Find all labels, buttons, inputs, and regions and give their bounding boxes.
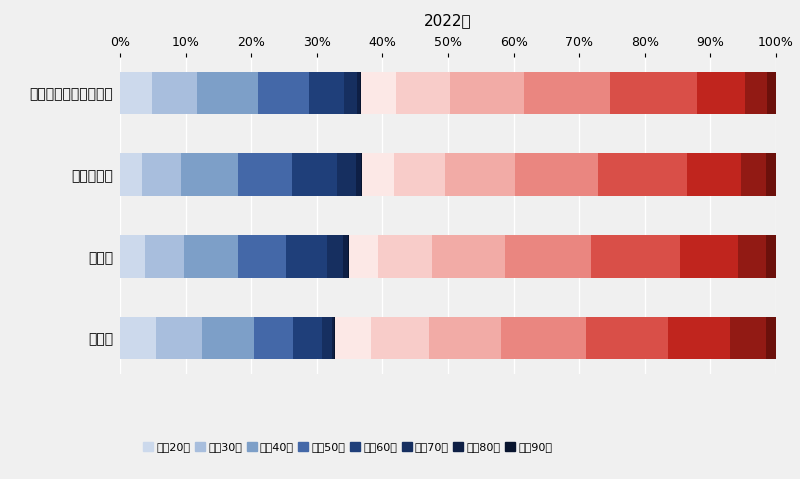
- Bar: [327, 235, 343, 278]
- Bar: [524, 72, 610, 114]
- Bar: [254, 317, 293, 359]
- Bar: [501, 317, 586, 359]
- Bar: [668, 317, 730, 359]
- Bar: [356, 153, 361, 196]
- Bar: [156, 317, 202, 359]
- Bar: [361, 72, 396, 114]
- Bar: [361, 153, 362, 196]
- Bar: [343, 235, 348, 278]
- Bar: [238, 153, 292, 196]
- Bar: [120, 317, 156, 359]
- Bar: [293, 317, 322, 359]
- Bar: [745, 72, 767, 114]
- Bar: [598, 153, 687, 196]
- Bar: [337, 153, 356, 196]
- Bar: [286, 235, 327, 278]
- Bar: [370, 317, 430, 359]
- Bar: [120, 72, 152, 114]
- Bar: [445, 153, 515, 196]
- Bar: [687, 153, 741, 196]
- Bar: [348, 235, 350, 278]
- Bar: [357, 72, 360, 114]
- Bar: [146, 235, 184, 278]
- Bar: [378, 235, 432, 278]
- Bar: [120, 153, 142, 196]
- Bar: [432, 235, 506, 278]
- Bar: [610, 72, 697, 114]
- Bar: [766, 317, 776, 359]
- Bar: [766, 235, 776, 278]
- Bar: [322, 317, 332, 359]
- Bar: [238, 235, 286, 278]
- Bar: [202, 317, 254, 359]
- Bar: [120, 235, 146, 278]
- Bar: [730, 317, 766, 359]
- Bar: [586, 317, 668, 359]
- Bar: [738, 235, 766, 278]
- Bar: [344, 72, 357, 114]
- Bar: [515, 153, 598, 196]
- Bar: [152, 72, 197, 114]
- Bar: [506, 235, 591, 278]
- Bar: [258, 72, 309, 114]
- Bar: [142, 153, 181, 196]
- Bar: [697, 72, 745, 114]
- Bar: [292, 153, 337, 196]
- Bar: [309, 72, 344, 114]
- Bar: [430, 317, 501, 359]
- Bar: [184, 235, 238, 278]
- Title: 2022期: 2022期: [424, 13, 472, 28]
- Bar: [181, 153, 238, 196]
- Bar: [350, 235, 378, 278]
- Bar: [332, 317, 334, 359]
- Bar: [767, 72, 776, 114]
- Bar: [197, 72, 258, 114]
- Bar: [334, 317, 370, 359]
- Bar: [396, 72, 450, 114]
- Bar: [741, 153, 766, 196]
- Bar: [681, 235, 738, 278]
- Bar: [394, 153, 445, 196]
- Bar: [591, 235, 681, 278]
- Bar: [362, 153, 394, 196]
- Bar: [766, 153, 776, 196]
- Bar: [450, 72, 524, 114]
